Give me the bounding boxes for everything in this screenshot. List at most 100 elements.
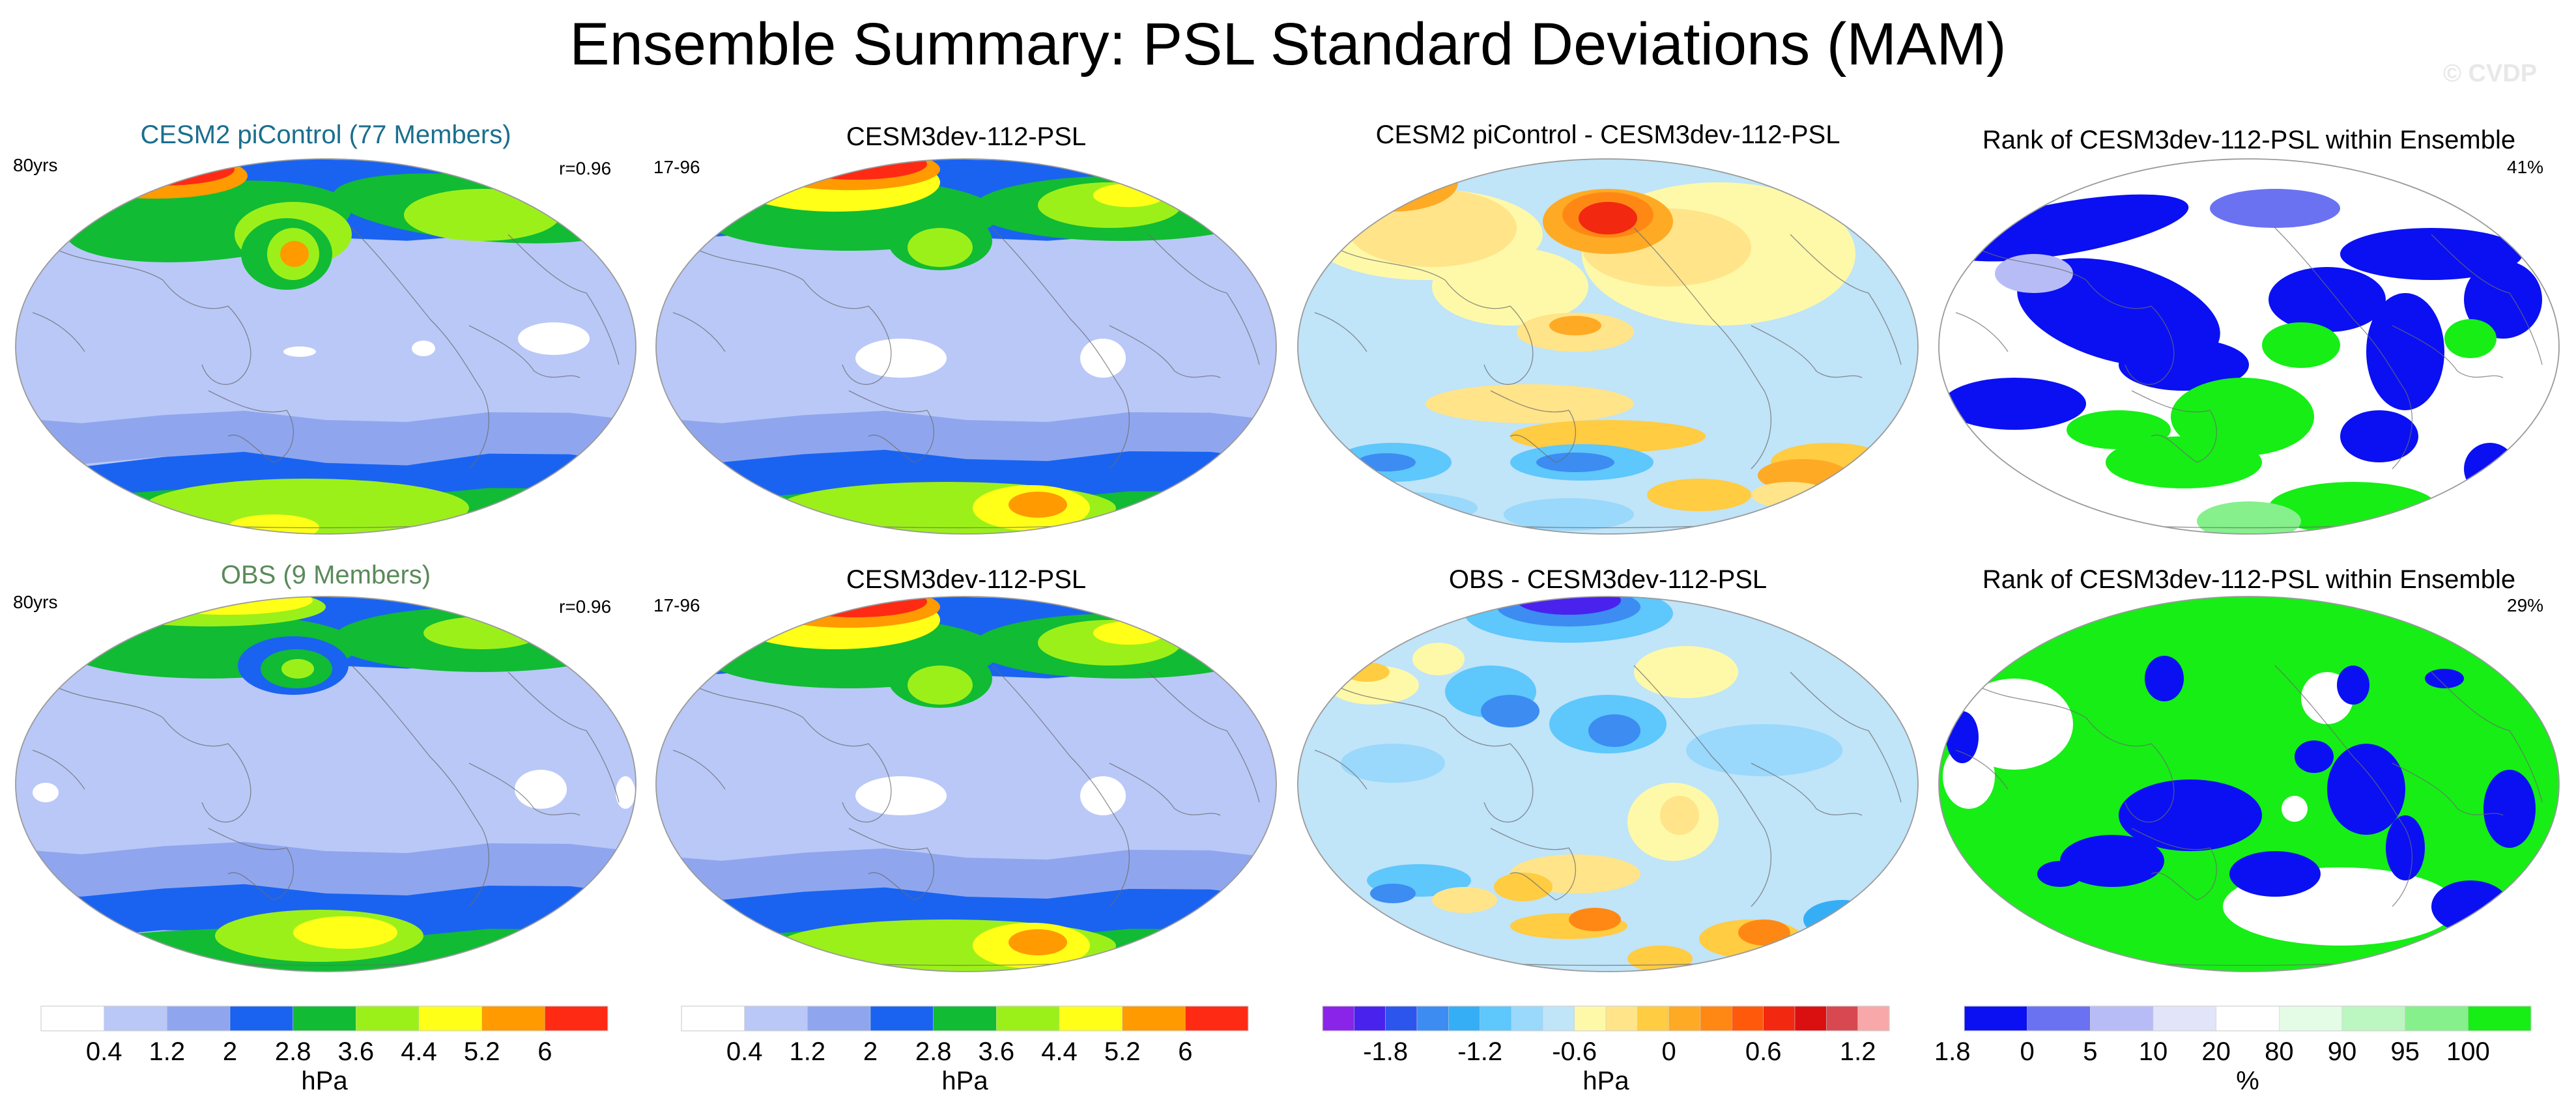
- colorbar-box: [2341, 1005, 2405, 1032]
- contour-region: [1009, 929, 1067, 955]
- coastline: [992, 227, 1130, 470]
- coastline: [51, 247, 251, 385]
- colorbar-box: [1480, 1005, 1512, 1032]
- colorbar-box: [870, 1005, 934, 1032]
- contour-region: [1569, 908, 1621, 931]
- coastline: [1490, 828, 1577, 901]
- colorbar-tick-label: 0.4: [86, 1037, 122, 1066]
- low-rank-region: [1944, 194, 2189, 262]
- colorbar-box: [1354, 1005, 1386, 1032]
- colorbar-box: [996, 1005, 1060, 1032]
- contour-region: [2037, 861, 2083, 887]
- contour-region: [404, 189, 560, 241]
- panel-rank-percent: 41%: [2507, 157, 2544, 177]
- contour-region: [2366, 293, 2444, 410]
- panel-years-label: 80yrs: [13, 592, 58, 612]
- contour-region: [1009, 492, 1067, 518]
- contour-region: [2337, 666, 2369, 705]
- colorbar-tick-label: 5.2: [464, 1037, 500, 1066]
- colorbar-tick-label: 1.2: [149, 1037, 186, 1066]
- colorbar-tick-label: -1.8: [1363, 1037, 1408, 1066]
- colorbar-box: [1732, 1005, 1764, 1032]
- map-fill: [1939, 597, 2559, 972]
- contour-region: [1425, 384, 1634, 423]
- coastline: [51, 684, 251, 822]
- colorbar-box: [744, 1005, 808, 1032]
- coastline: [2131, 828, 2218, 901]
- contour-region: [515, 770, 567, 809]
- colorbar-tick-label: -0.6: [1552, 1037, 1597, 1066]
- colorbar-box: [1448, 1005, 1480, 1032]
- contour-region: [616, 776, 635, 809]
- coastline: [1633, 227, 1772, 470]
- contour-region: [1357, 453, 1416, 471]
- coastline: [848, 828, 935, 901]
- contour-region: [2464, 260, 2542, 339]
- colorbar-tick-label: 1.2: [790, 1037, 826, 1066]
- contour-region: [1962, 495, 2014, 521]
- colorbar-tick-label: 0: [1662, 1037, 1676, 1066]
- contour-region: [1738, 919, 1790, 946]
- colorbar-box: [1763, 1005, 1796, 1032]
- coastline: [2431, 234, 2543, 365]
- contour-region: [1341, 744, 1445, 783]
- colorbar-frame: [1964, 1005, 2532, 1032]
- colorbar-tick-label: 0.4: [726, 1037, 763, 1066]
- panel-title-cesm3dev: CESM3dev-112-PSL: [846, 565, 1087, 594]
- contour-region: [2340, 228, 2523, 280]
- contour-region: [1995, 254, 2073, 293]
- colorbar-rank: 0 5 10 20 80 90 95 100%: [1964, 1005, 2551, 1097]
- contour-region: [1946, 711, 1979, 763]
- colorbar-tick-label: 5.2: [1104, 1037, 1141, 1066]
- map-fill: [1298, 597, 1918, 972]
- colorbar-box: [1637, 1005, 1669, 1032]
- coastline: [672, 312, 726, 352]
- colorbar-box: [1857, 1005, 1890, 1032]
- contour-region: [2444, 319, 2497, 358]
- panel-years-label: 17-96: [653, 157, 700, 177]
- contour-region: [855, 339, 947, 378]
- colorbar-tick-label: 3.6: [979, 1037, 1015, 1066]
- colorbar-box: [1574, 1005, 1607, 1032]
- colorbar-diff: -1.8 -1.2 -0.6 0 0.6 1.2 1.8 hPa: [1322, 1005, 1970, 1097]
- coastline: [2131, 390, 2218, 463]
- coastline: [1790, 671, 1902, 803]
- colorbar-box: [1700, 1005, 1732, 1032]
- contour-region: [2119, 339, 2249, 391]
- coastline: [208, 828, 294, 901]
- colorbar-box: [2405, 1005, 2469, 1032]
- map-boundary: [15, 158, 637, 535]
- colorbar-units: hPa: [301, 1067, 348, 1095]
- colorbar-box: [1322, 1005, 1354, 1032]
- colorbar-box: [2153, 1005, 2216, 1032]
- contour-region: [2425, 669, 2464, 688]
- map-diff-obs: [1295, 594, 1921, 975]
- contour-region: [1080, 776, 1126, 815]
- colorbar-box: [1059, 1005, 1123, 1032]
- contour-region: [2282, 796, 2308, 822]
- map-boundary: [1938, 596, 2560, 972]
- contour-region: [281, 659, 314, 679]
- colorbar-box: [1826, 1005, 1858, 1032]
- colorbar-tick-label: 3.6: [338, 1037, 375, 1066]
- map-fill: [1298, 159, 1918, 534]
- coastline: [848, 390, 935, 463]
- panel-title-cesm2-picontrol: CESM2 piControl (77 Members): [140, 120, 511, 149]
- coastline: [2392, 763, 2504, 816]
- contour-region: [412, 341, 435, 356]
- contour-region: [2106, 436, 2262, 488]
- colorbar-tick-label: 6: [1178, 1037, 1192, 1066]
- contour-region: [33, 783, 59, 802]
- colorbar-box: [1605, 1005, 1638, 1032]
- contour-region: [855, 776, 947, 815]
- panel-title-rank-obs: Rank of CESM3dev-112-PSL within Ensemble: [1982, 565, 2516, 594]
- contour-region: [1988, 199, 2014, 218]
- contour-region: [1432, 887, 1497, 913]
- colorbar-box: [2216, 1005, 2280, 1032]
- colorbar-box: [2468, 1005, 2532, 1032]
- coastline: [1975, 684, 2175, 822]
- contour-region: [1341, 159, 1432, 195]
- coastline: [1751, 325, 1863, 378]
- colorbar-box: [681, 1005, 745, 1032]
- contour-region: [1627, 946, 1693, 972]
